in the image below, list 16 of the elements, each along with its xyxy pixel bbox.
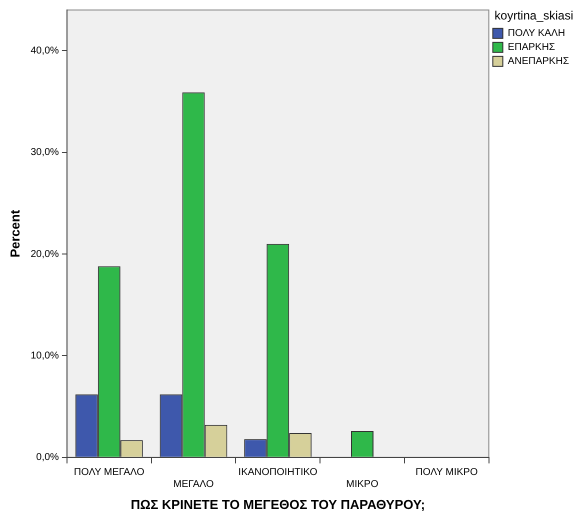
legend-title: koyrtina_skiasi [494, 8, 574, 22]
y-tick-label: 10,0% [30, 350, 60, 362]
x-tick-label: ΠΟΛΥ ΜΕΓΑΛΟ [74, 467, 145, 478]
x-tick-label: ΜΙΚΡΟ [346, 479, 379, 490]
y-tick-label: 40,0% [30, 45, 60, 56]
legend-label: ΠΟΛΥ ΚΑΛΗ [508, 28, 566, 40]
y-tick-label: 0,0% [36, 452, 60, 464]
x-tick-label: ΠΟΛΥ ΜΙΚΡΟ [415, 467, 478, 478]
y-tick-label: 20,0% [30, 248, 60, 260]
y-tick-label: 30,0% [30, 147, 60, 158]
x-tick-label: ΙΚΑΝΟΠΟΙΗΤΙΚΟ [238, 467, 318, 478]
y-axis-title: Percent [7, 209, 22, 258]
x-axis-title: ΠΩΣ ΚΡΙΝΕΤΕ ΤΟ ΜΕΓΕΘΟΣ ΤΟΥ ΠΑΡΑΘΥΡΟΥ; [130, 496, 426, 512]
legend-label: ΕΠΑΡΚΗΣ [508, 42, 556, 54]
legend-label: ΑΝΕΠΑΡΚΗΣ [508, 56, 570, 68]
x-tick-label: ΜΕΓΑΛΟ [173, 479, 214, 490]
